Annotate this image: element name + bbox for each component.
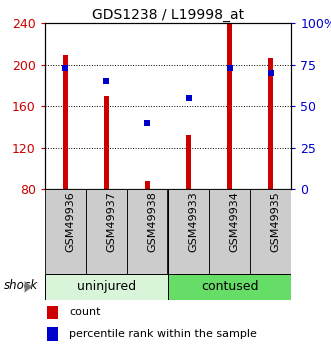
Bar (127, 189, 168, 274)
Text: GSM49938: GSM49938 (147, 191, 158, 253)
Bar (45, 274, 168, 300)
Bar (227, 22, 232, 189)
Bar (168, 274, 291, 300)
Bar (268, 58, 273, 189)
Bar (47, 327, 58, 341)
Text: shock: shock (4, 279, 38, 292)
Bar (104, 96, 109, 189)
Point (186, 95, 191, 101)
Text: GSM49935: GSM49935 (271, 191, 281, 252)
Text: uninjured: uninjured (77, 280, 136, 293)
Text: percentile rank within the sample: percentile rank within the sample (70, 329, 257, 339)
Point (268, 70, 273, 76)
Bar (250, 189, 291, 274)
Bar (63, 55, 68, 189)
Text: GSM49936: GSM49936 (65, 191, 75, 252)
Bar (86, 189, 127, 274)
Bar (145, 181, 150, 189)
Bar (47, 306, 58, 319)
Point (63, 66, 68, 71)
Text: GSM49934: GSM49934 (230, 191, 240, 253)
Bar (186, 135, 191, 189)
Text: contused: contused (201, 280, 259, 293)
Text: GSM49937: GSM49937 (106, 191, 116, 253)
Title: GDS1238 / L19998_at: GDS1238 / L19998_at (92, 8, 244, 22)
Polygon shape (24, 281, 32, 293)
Bar (45, 189, 86, 274)
Bar (209, 189, 250, 274)
Text: GSM49933: GSM49933 (189, 191, 199, 252)
Point (227, 66, 232, 71)
Text: count: count (70, 307, 101, 317)
Point (145, 120, 150, 126)
Point (104, 79, 109, 84)
Bar (168, 189, 209, 274)
